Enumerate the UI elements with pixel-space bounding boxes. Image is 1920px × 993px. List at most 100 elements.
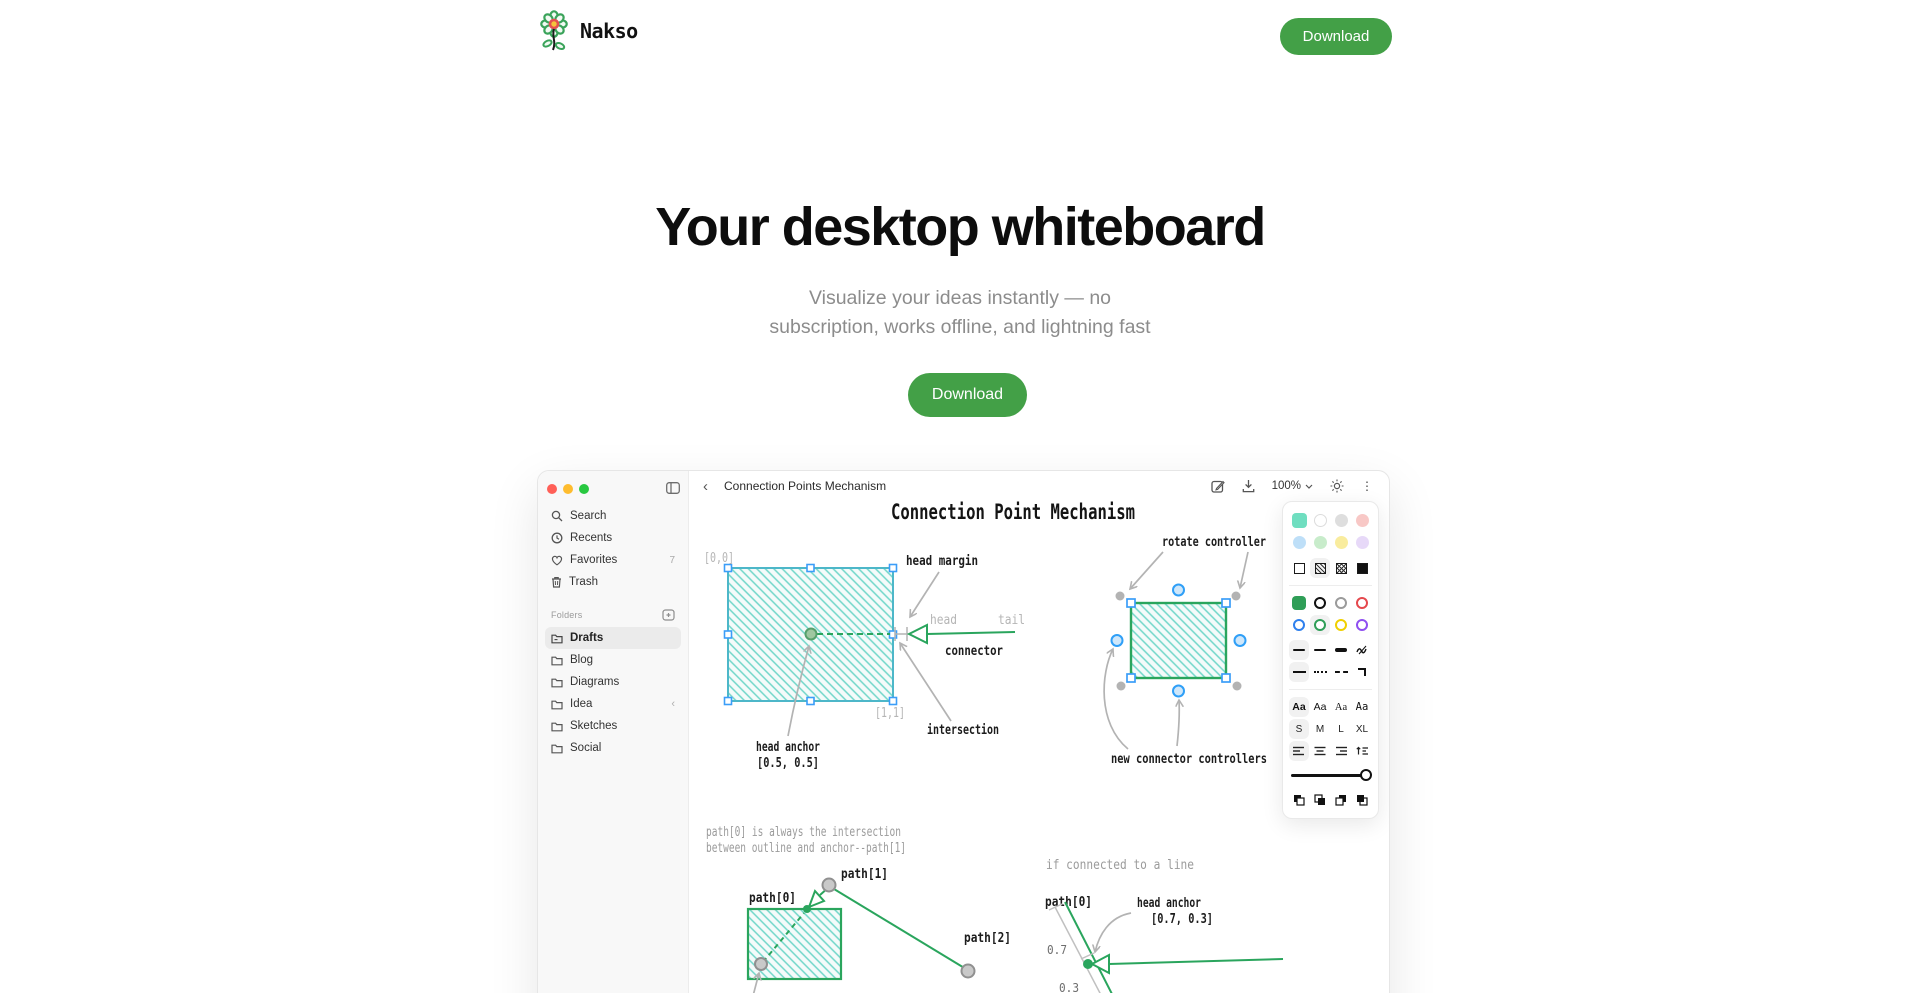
send-to-back-icon[interactable] [1289, 790, 1309, 810]
corner-handles[interactable] [1126, 598, 1231, 683]
target-line[interactable] [1064, 901, 1113, 993]
header-download-button[interactable]: Download [1280, 18, 1392, 55]
bring-forward-icon[interactable] [1331, 790, 1351, 810]
sun-icon[interactable] [1330, 479, 1344, 493]
diagram-line-anchor[interactable]: if connected to a line path[0] 0.7 0.3 h… [1045, 858, 1284, 993]
send-backward-icon[interactable] [1310, 790, 1330, 810]
stroke-width-freehand[interactable] [1352, 640, 1372, 660]
diagram-connector-rect[interactable]: [0,0] [1,1] head margin head tail connec… [704, 551, 1025, 771]
sidebar-folder-drafts[interactable]: Drafts [545, 627, 681, 649]
stroke-color-green-selected[interactable] [1289, 593, 1309, 613]
maximize-button[interactable] [579, 484, 589, 494]
bg-color-pink[interactable] [1352, 510, 1372, 530]
rotate-controller-label: rotate controller [1162, 534, 1266, 550]
kebab-menu-icon[interactable]: ⋮ [1361, 479, 1373, 493]
stroke-color-red[interactable] [1352, 593, 1372, 613]
connector-controller-circles[interactable] [1110, 583, 1247, 698]
stroke-color-black[interactable] [1310, 593, 1330, 613]
font-sans[interactable]: Aa [1313, 701, 1327, 713]
sidebar-folder-diagrams[interactable]: Diagrams [545, 671, 681, 693]
sidebar-toggle-icon[interactable] [666, 481, 680, 499]
brand-name: Nakso [580, 19, 638, 43]
sidebar-item-recents[interactable]: Recents [545, 527, 681, 549]
minimize-button[interactable] [563, 484, 573, 494]
stroke-color-purple[interactable] [1352, 615, 1372, 635]
stroke-width-medium[interactable] [1310, 640, 1330, 660]
sidebar-folder-idea[interactable]: Idea ‹ [545, 693, 681, 715]
align-vertical-icon[interactable] [1352, 741, 1372, 761]
stroke-width-thick[interactable] [1331, 640, 1351, 660]
folder-label: Social [570, 742, 602, 754]
font-mono[interactable]: Aa [1355, 701, 1369, 713]
hero-download-button[interactable]: Download [908, 373, 1027, 417]
favorites-count-badge: 7 [669, 554, 675, 566]
line-style-dashed[interactable] [1331, 662, 1351, 682]
align-right-icon[interactable] [1331, 741, 1351, 761]
font-size-l[interactable]: L [1338, 723, 1344, 735]
fill-none[interactable] [1289, 558, 1309, 578]
folder-label: Sketches [570, 720, 618, 732]
sidebar-item-favorites[interactable]: Favorites 7 [545, 549, 681, 571]
path0-point[interactable] [803, 905, 811, 913]
stroke-color-gray[interactable] [1331, 593, 1351, 613]
connector-line [1108, 958, 1284, 965]
diagram-path-points[interactable]: path[0] is always the intersection betwe… [706, 825, 1011, 993]
opacity-slider[interactable] [1291, 767, 1372, 783]
stroke-width-thin[interactable] [1289, 640, 1309, 660]
path2-point[interactable] [960, 963, 976, 979]
sidebar-folder-sketches[interactable]: Sketches [545, 715, 681, 737]
font-size-row: S M L XL [1289, 719, 1372, 739]
stroke-color-green[interactable] [1310, 615, 1330, 635]
green-rectangle[interactable] [1129, 601, 1228, 680]
sidebar-item-trash[interactable]: Trash [545, 571, 681, 593]
line-style-dotted[interactable] [1310, 662, 1330, 682]
path1-point[interactable] [821, 877, 837, 893]
font-size-m[interactable]: M [1315, 723, 1325, 735]
stroke-color-row-1 [1289, 593, 1372, 613]
font-serif[interactable]: Aa [1334, 701, 1348, 713]
fill-solid[interactable] [1352, 558, 1372, 578]
edit-icon[interactable] [1210, 479, 1225, 493]
rotate-controller-dots[interactable] [1115, 591, 1242, 691]
anchor-point[interactable] [754, 957, 768, 971]
bg-color-teal[interactable] [1289, 510, 1309, 530]
align-left-icon[interactable] [1289, 741, 1309, 761]
sidebar-folder-social[interactable]: Social [545, 737, 681, 759]
opacity-slider-knob[interactable] [1360, 769, 1372, 781]
selection-handles[interactable] [723, 563, 898, 706]
back-button[interactable]: ‹ [703, 477, 708, 495]
stroke-color-yellow[interactable] [1331, 615, 1351, 635]
annotation-arrows [787, 571, 952, 737]
bg-color-purple[interactable] [1352, 532, 1372, 552]
connector-head-arrow [906, 623, 928, 645]
sidebar-folder-blog[interactable]: Blog [545, 649, 681, 671]
new-folder-icon[interactable] [662, 609, 675, 621]
stroke-color-blue[interactable] [1289, 615, 1309, 635]
head-margin-label: head margin [906, 553, 978, 569]
line-style-solid[interactable] [1289, 662, 1309, 682]
bg-color-green[interactable] [1310, 532, 1330, 552]
font-size-xl[interactable]: XL [1355, 723, 1369, 735]
line-style-corner[interactable] [1352, 662, 1372, 682]
connector-line[interactable] [926, 631, 1016, 635]
font-size-s[interactable]: S [1289, 719, 1309, 739]
divider [1289, 689, 1372, 690]
bg-color-white[interactable] [1310, 510, 1330, 530]
close-button[interactable] [547, 484, 557, 494]
bg-color-blue[interactable] [1289, 532, 1309, 552]
fill-crosshatch[interactable] [1331, 558, 1351, 578]
opacity-slider-track[interactable] [1291, 774, 1370, 777]
font-hand[interactable]: Aa [1289, 697, 1309, 717]
zoom-dropdown[interactable]: 100% [1272, 480, 1313, 492]
align-center-icon[interactable] [1310, 741, 1330, 761]
bg-color-gray[interactable] [1331, 510, 1351, 530]
fill-hatch[interactable] [1310, 558, 1330, 578]
download-icon[interactable] [1242, 479, 1255, 493]
head-anchor-dot[interactable] [804, 627, 818, 641]
bring-to-front-icon[interactable] [1352, 790, 1372, 810]
bg-color-yellow[interactable] [1331, 532, 1351, 552]
sidebar-item-search[interactable]: Search [545, 505, 681, 527]
diagram-controllers-rect[interactable]: rotate controller new connector controll… [1103, 534, 1267, 767]
head-anchor-dot[interactable] [1083, 959, 1093, 969]
whiteboard-canvas[interactable]: Connection Point Mechanism [689, 501, 1390, 993]
